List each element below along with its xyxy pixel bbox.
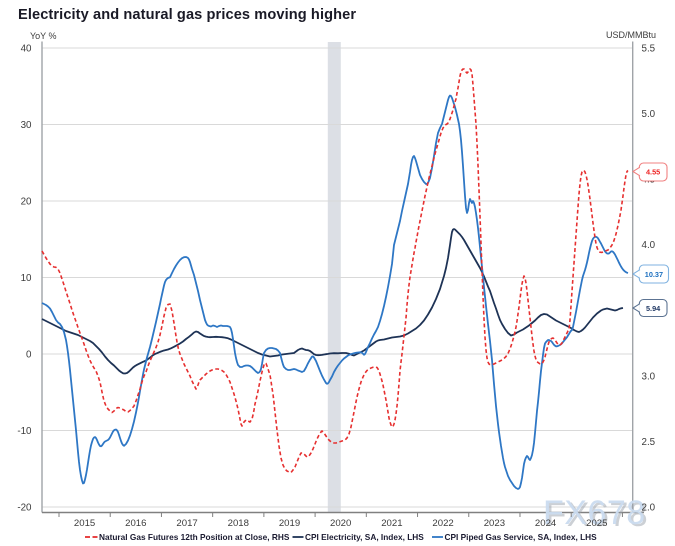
- svg-text:5.94: 5.94: [646, 304, 661, 313]
- svg-text:2021: 2021: [381, 518, 402, 529]
- svg-text:5.5: 5.5: [642, 43, 656, 54]
- svg-text:FX678: FX678: [543, 494, 646, 532]
- svg-text:2.5: 2.5: [642, 437, 656, 448]
- svg-text:4.0: 4.0: [642, 240, 656, 251]
- svg-text:2020: 2020: [330, 518, 351, 529]
- svg-text:2022: 2022: [432, 518, 453, 529]
- svg-text:YoY %: YoY %: [30, 31, 57, 41]
- svg-text:40: 40: [21, 43, 32, 54]
- svg-text:CPI Piped Gas Service, SA, Ind: CPI Piped Gas Service, SA, Index, LHS: [445, 532, 598, 542]
- svg-text:4.55: 4.55: [646, 167, 660, 176]
- svg-text:2016: 2016: [125, 518, 146, 529]
- svg-text:2019: 2019: [279, 518, 300, 529]
- svg-text:2024: 2024: [535, 518, 557, 529]
- svg-text:3.0: 3.0: [642, 371, 656, 382]
- svg-text:CPI Electricity, SA, Index, LH: CPI Electricity, SA, Index, LHS: [305, 532, 424, 542]
- svg-text:20: 20: [21, 196, 32, 207]
- svg-text:2018: 2018: [228, 518, 249, 529]
- svg-text:5.0: 5.0: [642, 109, 656, 120]
- svg-text:Natural Gas Futures 12th Posit: Natural Gas Futures 12th Position at Clo…: [99, 532, 290, 542]
- svg-text:2017: 2017: [176, 518, 197, 529]
- svg-text:2.0: 2.0: [642, 502, 656, 513]
- svg-text:FX678: FX678: [546, 496, 649, 534]
- svg-text:0: 0: [26, 349, 32, 360]
- svg-text:USD/MMBtu: USD/MMBtu: [606, 30, 656, 40]
- svg-text:-10: -10: [17, 426, 32, 437]
- svg-text:2015: 2015: [74, 518, 95, 529]
- svg-text:30: 30: [21, 120, 32, 131]
- svg-text:2023: 2023: [484, 518, 505, 529]
- svg-text:-20: -20: [17, 502, 32, 513]
- svg-text:10: 10: [21, 273, 32, 284]
- svg-text:10.37: 10.37: [645, 270, 663, 279]
- svg-text:2025: 2025: [586, 518, 607, 529]
